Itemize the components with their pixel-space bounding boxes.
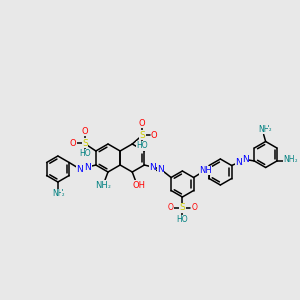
Text: S: S [140, 130, 145, 140]
Text: HO: HO [136, 142, 148, 151]
Text: O: O [70, 139, 76, 148]
Text: N: N [149, 163, 156, 172]
Text: O: O [82, 127, 88, 136]
Text: O: O [139, 118, 146, 127]
Text: O: O [191, 203, 197, 212]
Text: N: N [76, 164, 83, 173]
Text: N: N [235, 158, 242, 167]
Text: S: S [179, 203, 185, 212]
Text: HO: HO [79, 149, 91, 158]
Text: O: O [167, 203, 173, 212]
Text: NH: NH [283, 155, 295, 164]
Text: HO: HO [177, 215, 188, 224]
Text: NH: NH [96, 181, 108, 190]
Text: ₂: ₂ [108, 183, 110, 189]
Text: NH: NH [52, 190, 64, 199]
Text: O: O [151, 130, 158, 140]
Text: ₂: ₂ [268, 127, 271, 132]
Text: NH: NH [199, 166, 212, 175]
Text: NH: NH [258, 125, 269, 134]
Text: N: N [242, 155, 249, 164]
Text: N: N [85, 163, 91, 172]
Text: S: S [82, 139, 88, 148]
Text: N: N [157, 164, 164, 173]
Text: OH: OH [133, 181, 146, 190]
Text: ₂: ₂ [295, 158, 297, 164]
Text: ₂: ₂ [61, 191, 64, 196]
